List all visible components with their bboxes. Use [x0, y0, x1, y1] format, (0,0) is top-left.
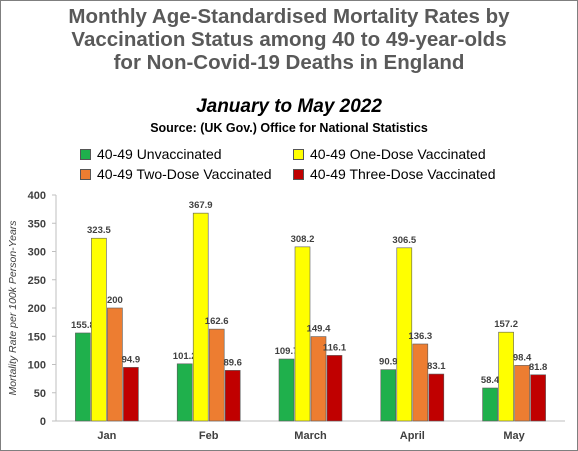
chart-subtitle: January to May 2022 [196, 96, 382, 117]
bar [176, 363, 193, 422]
bar [396, 247, 413, 422]
bar [278, 358, 295, 422]
x-tick-label: March [294, 430, 327, 442]
legend-swatch-unvaccinated [80, 148, 91, 160]
data-label: 308.2 [291, 234, 315, 245]
bar [107, 307, 123, 422]
data-label: 98.4 [513, 352, 532, 363]
y-tick-label: 250 [28, 275, 46, 287]
x-tick-label: Jan [97, 430, 116, 442]
bar [428, 373, 445, 422]
y-tick-label: 300 [28, 247, 46, 259]
data-label: 367.9 [189, 200, 213, 211]
bar [412, 343, 429, 422]
data-label: 200 [107, 295, 123, 306]
data-label: 155.8 [71, 320, 95, 331]
bar [91, 237, 107, 422]
x-tick-label: April [400, 430, 425, 442]
x-tick-label: May [503, 430, 525, 442]
bar [208, 328, 225, 422]
bar [294, 246, 311, 422]
chart-title-line-3: for Non-Covid-19 Deaths in England [113, 51, 465, 74]
chart-title-line-2: Vaccination Status among 40 to 49-year-o… [71, 28, 507, 51]
data-label: 58.4 [481, 375, 500, 386]
data-label: 162.6 [205, 316, 229, 327]
data-label: 83.1 [427, 361, 446, 372]
legend-swatch-three-dose [293, 168, 304, 180]
data-label: 306.5 [392, 235, 416, 246]
legend-item-unvaccinated: 40-49 Unvaccinated [80, 146, 222, 162]
legend-label-one-dose: 40-49 One-Dose Vaccinated [310, 146, 486, 162]
bar [123, 367, 139, 422]
y-tick-label: 100 [28, 360, 46, 372]
legend-item-one-dose: 40-49 One-Dose Vaccinated [293, 146, 486, 162]
data-label: 89.6 [223, 357, 242, 368]
data-label: 81.8 [529, 362, 548, 373]
data-label: 323.5 [87, 225, 111, 236]
bar [326, 355, 343, 422]
chart-source: Source: (UK Gov.) Office for National St… [150, 121, 428, 135]
data-label: 149.4 [307, 324, 331, 335]
legend-label-two-dose: 40-49 Two-Dose Vaccinated [97, 166, 272, 182]
bar [310, 336, 327, 422]
chart-title-line-1: Monthly Age-Standardised Mortality Rates… [68, 5, 510, 28]
y-tick-label: 150 [28, 331, 46, 343]
data-label: 157.2 [494, 319, 518, 330]
legend-label-unvaccinated: 40-49 Unvaccinated [97, 146, 222, 162]
bar [514, 365, 530, 422]
legend-item-two-dose: 40-49 Two-Dose Vaccinated [80, 166, 272, 182]
bar [192, 212, 209, 422]
data-label: 90.9 [379, 357, 398, 368]
legend-label-three-dose: 40-49 Three-Dose Vaccinated [310, 166, 496, 182]
bar [380, 369, 397, 422]
y-axis-title: Mortality Rate per 100k Person-Years [7, 220, 19, 396]
legend-item-three-dose: 40-49 Three-Dose Vaccinated [293, 166, 495, 182]
bar [482, 387, 498, 422]
y-tick-label: 400 [28, 190, 46, 202]
legend-swatch-one-dose [293, 148, 304, 160]
data-label: 94.9 [122, 354, 141, 365]
bar [498, 331, 514, 422]
data-label: 136.3 [408, 331, 432, 342]
y-tick-label: 200 [28, 303, 46, 315]
data-label: 101.2 [173, 351, 197, 362]
y-tick-label: 350 [28, 218, 46, 230]
y-tick-label: 0 [40, 416, 46, 428]
bar [75, 332, 91, 422]
x-tick-label: Feb [199, 430, 219, 442]
data-label: 116.1 [323, 342, 347, 353]
bar [530, 374, 546, 422]
y-tick-label: 50 [34, 388, 46, 400]
legend-swatch-two-dose [80, 168, 91, 180]
data-label: 109.7 [275, 346, 299, 357]
bar [224, 370, 241, 422]
